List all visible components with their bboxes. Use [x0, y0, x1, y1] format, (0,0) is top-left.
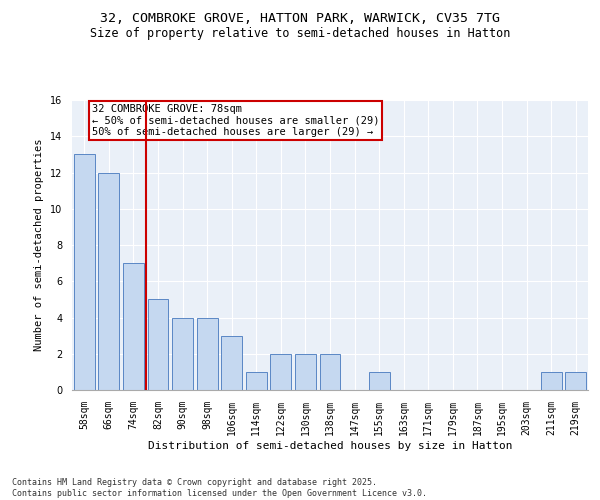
Text: 32, COMBROKE GROVE, HATTON PARK, WARWICK, CV35 7TG: 32, COMBROKE GROVE, HATTON PARK, WARWICK… — [100, 12, 500, 26]
Text: Size of property relative to semi-detached houses in Hatton: Size of property relative to semi-detach… — [90, 28, 510, 40]
Bar — [148, 300, 169, 390]
Bar — [221, 336, 242, 390]
Y-axis label: Number of semi-detached properties: Number of semi-detached properties — [34, 138, 44, 352]
Bar — [271, 354, 292, 390]
Bar — [74, 154, 95, 390]
Bar — [368, 372, 389, 390]
Bar — [246, 372, 267, 390]
Text: 32 COMBROKE GROVE: 78sqm
← 50% of semi-detached houses are smaller (29)
50% of s: 32 COMBROKE GROVE: 78sqm ← 50% of semi-d… — [92, 104, 379, 137]
Bar — [565, 372, 586, 390]
Text: Contains HM Land Registry data © Crown copyright and database right 2025.
Contai: Contains HM Land Registry data © Crown c… — [12, 478, 427, 498]
Bar — [98, 172, 119, 390]
Bar — [541, 372, 562, 390]
Bar — [320, 354, 340, 390]
Bar — [295, 354, 316, 390]
Bar — [172, 318, 193, 390]
X-axis label: Distribution of semi-detached houses by size in Hatton: Distribution of semi-detached houses by … — [148, 440, 512, 450]
Bar — [197, 318, 218, 390]
Bar — [123, 263, 144, 390]
